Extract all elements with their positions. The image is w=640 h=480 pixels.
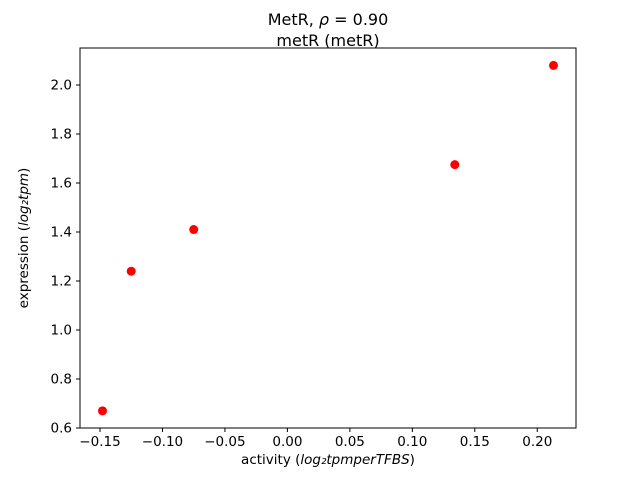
rho-symbol: ρ xyxy=(318,10,330,29)
x-tick-label: 0.00 xyxy=(272,434,302,450)
x-label-math: log₂tpmperTFBS xyxy=(300,452,410,468)
y-tick-label: 1.6 xyxy=(51,175,72,191)
data-point xyxy=(549,60,559,70)
x-axis-label: activity (log₂tpmperTFBS) xyxy=(0,452,640,468)
data-point xyxy=(450,160,460,170)
x-tick-label: 0.20 xyxy=(522,434,552,450)
title-suffix: = 0.90 xyxy=(329,10,389,29)
x-tick-label: −0.15 xyxy=(79,434,120,450)
x-tick-label: 0.05 xyxy=(335,434,365,450)
y-tick-label: 0.8 xyxy=(51,371,72,387)
y-axis-label: expression (log₂tpm) xyxy=(16,168,32,309)
y-tick-label: 1.8 xyxy=(51,126,72,142)
y-tick-label: 1.0 xyxy=(51,322,72,338)
y-tick-label: 1.2 xyxy=(51,273,72,289)
y-label-prefix: expression ( xyxy=(16,225,32,309)
y-tick-label: 0.6 xyxy=(51,421,72,437)
x-tick-label: 0.15 xyxy=(460,434,490,450)
data-point xyxy=(126,266,136,276)
axes-spines xyxy=(79,47,577,429)
x-tick-label: −0.10 xyxy=(142,434,183,450)
data-point xyxy=(189,225,199,235)
y-tick-label: 1.4 xyxy=(51,224,72,240)
x-label-suffix: ) xyxy=(409,452,415,468)
data-point xyxy=(97,406,107,416)
chart-subtitle: metR (metR) xyxy=(276,31,380,50)
x-tick-label: 0.10 xyxy=(397,434,427,450)
y-label-math: log₂tpm xyxy=(16,172,32,226)
x-label-prefix: activity ( xyxy=(241,452,301,468)
title-prefix: MetR, xyxy=(267,10,319,29)
x-tick-label: −0.05 xyxy=(204,434,245,450)
chart-title: MetR, ρ = 0.90 xyxy=(0,10,640,29)
y-tick-label: 2.0 xyxy=(51,77,72,93)
y-label-suffix: ) xyxy=(16,167,32,173)
